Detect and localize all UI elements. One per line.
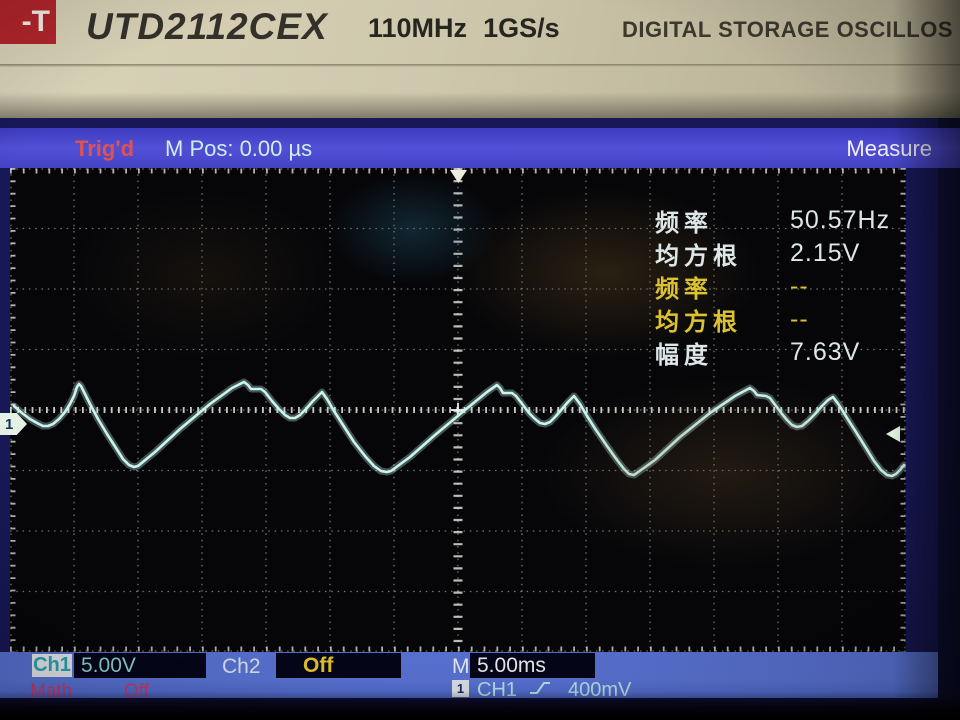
ch2-label: Ch2 bbox=[222, 655, 261, 678]
measurement-label: 均方根 bbox=[655, 309, 742, 336]
specs-label: 110MHz 1GS/s bbox=[368, 13, 560, 44]
measurement-row: 均方根 -- bbox=[655, 303, 890, 336]
measurement-row: 频率 50.57Hz bbox=[655, 204, 890, 237]
screen-bottom-shadow bbox=[0, 698, 960, 720]
bezel-groove bbox=[0, 64, 960, 67]
status-bar: Trig'd M Pos: 0.00 µs Measure bbox=[0, 128, 960, 168]
measurement-row: 均方根 2.15V bbox=[655, 237, 890, 270]
measurement-label: 频率 bbox=[655, 210, 713, 237]
ch1-scale-readout: 5.00V bbox=[74, 653, 206, 678]
waveform-display: 频率 50.57Hz 均方根 2.15V 频率 -- 均方根 -- 幅度 7 bbox=[0, 168, 910, 652]
measurement-value: 50.57Hz bbox=[790, 206, 891, 234]
measurement-label: 幅度 bbox=[655, 342, 713, 369]
model-label: UTD2112CEX bbox=[86, 6, 328, 47]
menu-title: Measure bbox=[846, 136, 932, 161]
timebase-label: M bbox=[452, 655, 470, 678]
sample-rate-label: 1GS/s bbox=[483, 13, 560, 43]
bandwidth-label: 110MHz bbox=[368, 13, 468, 43]
measurement-value: 2.15V bbox=[790, 239, 861, 267]
horizontal-position-readout: M Pos: 0.00 µs bbox=[165, 136, 313, 161]
lcd-screen: Trig'd M Pos: 0.00 µs Measure 频率 50.57Hz… bbox=[0, 118, 960, 720]
screen-right-edge bbox=[938, 118, 960, 720]
product-type-label: DIGITAL STORAGE OSCILLOS bbox=[622, 17, 954, 42]
ch2-state-readout: Off bbox=[276, 653, 401, 678]
trigger-source-badge: 1 bbox=[452, 680, 469, 697]
measurement-value: -- bbox=[790, 272, 809, 300]
trigger-status: Trig'd bbox=[75, 136, 135, 161]
measurement-row: 频率 -- bbox=[655, 270, 890, 303]
bezel: -T UTD2112CEX 110MHz 1GS/s DIGITAL STORAG… bbox=[0, 0, 960, 118]
ch1-badge: Ch1 bbox=[32, 654, 72, 677]
measurement-value: 7.63V bbox=[790, 338, 861, 366]
measurement-label: 均方根 bbox=[655, 243, 742, 270]
channel1-marker-label: 1 bbox=[5, 415, 14, 433]
brand-logo: -T bbox=[0, 0, 56, 44]
measurement-panel: 频率 50.57Hz 均方根 2.15V 频率 -- 均方根 -- 幅度 7 bbox=[655, 204, 890, 369]
measurement-label: 频率 bbox=[655, 276, 713, 303]
timebase-readout: 5.00ms bbox=[470, 653, 595, 678]
channel-status-bar: Ch1 5.00V Ch2 Off M 5.00ms Math Off 1 CH… bbox=[0, 652, 938, 702]
measurement-value: -- bbox=[790, 305, 809, 333]
measurement-row: 幅度 7.63V bbox=[655, 336, 890, 369]
brand-logo-text: -T bbox=[21, 5, 50, 38]
